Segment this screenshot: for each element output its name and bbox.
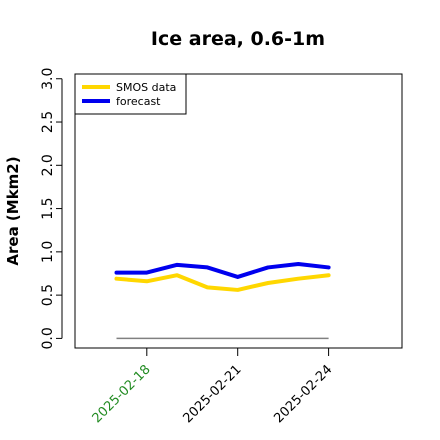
- legend-label-smos: SMOS data: [116, 81, 176, 94]
- forecast-line: [114, 261, 331, 279]
- y-tick-label: 2.5: [40, 111, 56, 133]
- y-tick-label: 0.5: [40, 284, 56, 306]
- y-axis: 0.0 0.5 1.0 1.5 2.0 2.5 3.0: [40, 68, 63, 350]
- legend: SMOS data forecast: [74, 73, 187, 115]
- y-tick-label: 1.0: [40, 241, 56, 263]
- x-axis: 2025-02-18 2025-02-21 2025-02-24: [90, 348, 335, 426]
- chart-title: Ice area, 0.6-1m: [151, 28, 325, 50]
- legend-box: [74, 73, 187, 115]
- x-tick-label: 2025-02-24: [271, 362, 335, 426]
- smos-data-line: [114, 273, 331, 292]
- y-tick-label: 3.0: [40, 68, 56, 90]
- y-tick-label: 1.5: [40, 197, 56, 219]
- legend-label-forecast: forecast: [116, 95, 161, 108]
- y-tick-label: 0.0: [40, 327, 56, 349]
- y-tick-label: 2.0: [40, 154, 56, 176]
- y-axis-label: Area (Mkm2): [4, 156, 22, 265]
- plot-frame: [74, 73, 403, 349]
- series-layer: [114, 261, 331, 292]
- x-tick-label: 2025-02-21: [180, 362, 244, 426]
- x-tick-label: 2025-02-18: [90, 362, 154, 426]
